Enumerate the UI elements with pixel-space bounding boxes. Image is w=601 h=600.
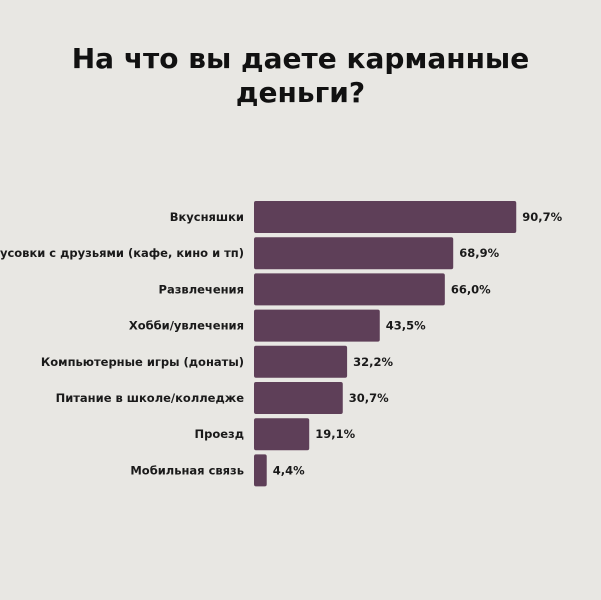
value-label-4: 32,2% [353,355,393,369]
bar-5 [254,382,343,414]
value-label-6: 19,1% [315,427,355,441]
value-label-2: 66,0% [451,282,491,296]
category-label-6: Проезд [194,427,244,441]
bar-2 [254,273,445,306]
bar-6 [254,418,310,451]
value-label-1: 68,9% [459,246,499,260]
chart-title-line-2: деньги? [235,76,366,109]
value-label-5: 30,7% [349,391,389,405]
bar-3 [254,309,380,342]
category-label-5: Питание в школе/колледже [56,391,245,405]
category-label-2: Развлечения [159,282,244,296]
chart-title-line-1: На что вы даете карманные [71,42,530,75]
bar-4 [254,345,348,378]
category-label-1: Тусовки с друзьями (кафе, кино и тп) [0,246,244,260]
value-label-7: 4,4% [273,463,305,477]
category-label-3: Хобби/увлечения [129,319,244,333]
value-label-3: 43,5% [386,319,426,333]
bar-0 [254,201,517,233]
category-label-7: Мобильная связь [130,463,244,477]
value-label-0: 90,7% [522,210,562,224]
chart-title: На что вы даете карманные деньги? [0,42,601,110]
category-label-0: Вкусняшки [170,210,244,224]
bar-7 [254,454,267,487]
category-label-4: Компьютерные игры (донаты) [41,355,244,369]
bar-1 [254,237,454,270]
